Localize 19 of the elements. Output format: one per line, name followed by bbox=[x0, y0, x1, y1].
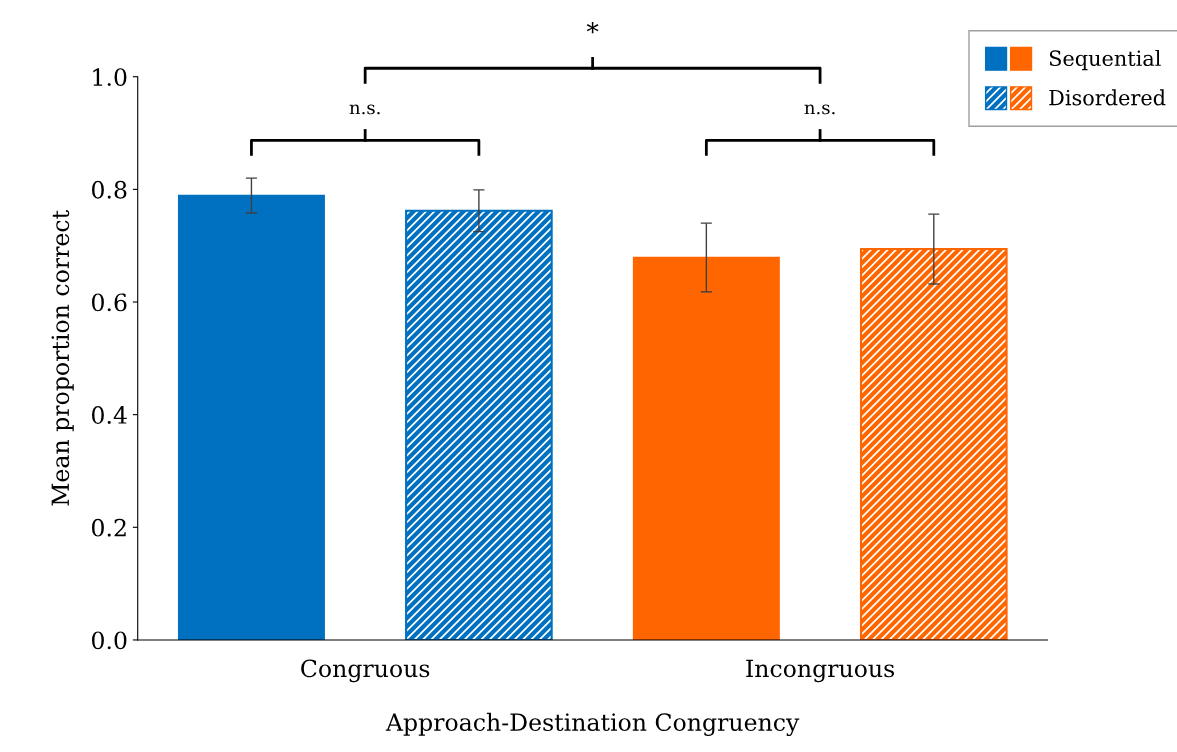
annotation: n.s. bbox=[804, 104, 835, 115]
legend-label: Sequential bbox=[1049, 49, 1161, 71]
y-tick-label: 0.8 bbox=[91, 180, 127, 199]
y-tick-label: 0.6 bbox=[91, 293, 127, 312]
annotation: n.s. bbox=[349, 104, 380, 115]
bar bbox=[632, 256, 780, 640]
bar bbox=[405, 209, 553, 640]
y-tick-label: 0.4 bbox=[91, 406, 127, 424]
x-tick-label: Congruous bbox=[301, 659, 430, 683]
x-axis-title: Approach-Destination Congruency bbox=[385, 712, 800, 736]
y-tick-label: 0.2 bbox=[91, 518, 126, 537]
x-tick-label: Incongruous bbox=[746, 659, 895, 683]
bar bbox=[859, 248, 1008, 640]
y-axis-title: Mean proportion correct bbox=[51, 210, 74, 506]
legend-label: Disordered bbox=[1049, 89, 1166, 106]
text: * bbox=[586, 21, 599, 34]
bar bbox=[177, 194, 325, 640]
y-tick-label: 1.0 bbox=[93, 68, 127, 87]
y-tick-label: 0.0 bbox=[91, 631, 127, 650]
